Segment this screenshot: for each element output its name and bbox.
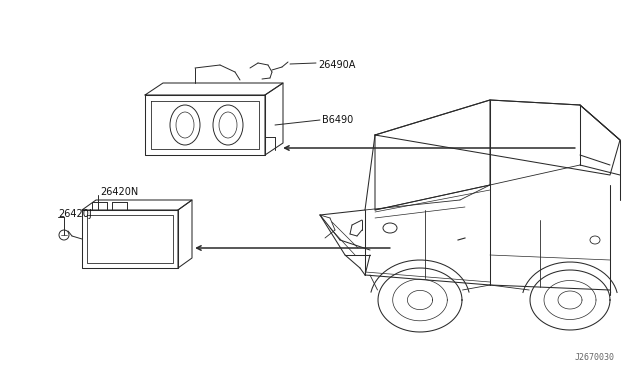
Text: 26420N: 26420N	[100, 187, 138, 197]
Text: J2670030: J2670030	[575, 353, 615, 362]
Text: B6490: B6490	[322, 115, 353, 125]
Text: 26420J: 26420J	[58, 209, 92, 219]
Text: 26490A: 26490A	[318, 60, 355, 70]
